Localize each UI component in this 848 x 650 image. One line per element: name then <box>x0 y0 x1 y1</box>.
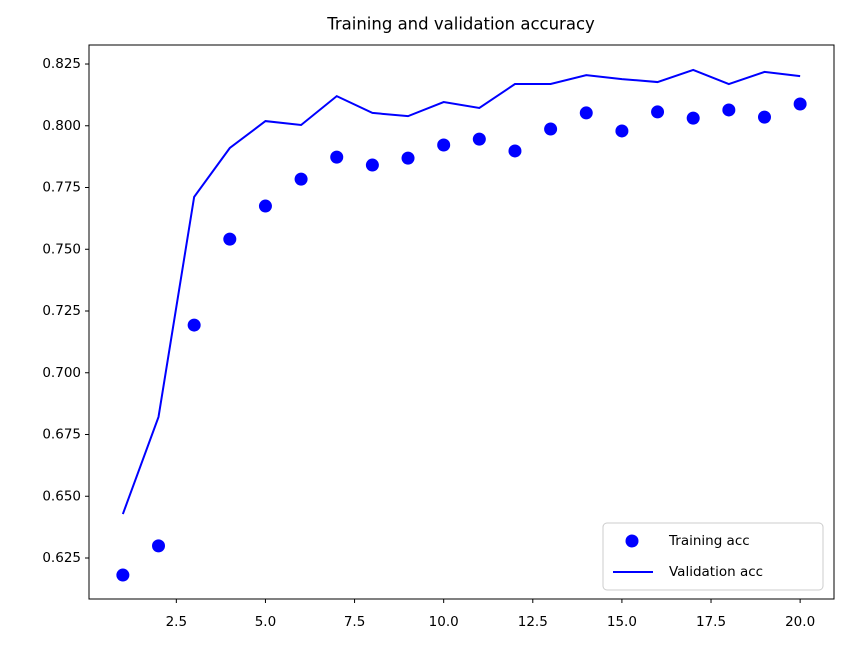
x-tick-label: 17.5 <box>696 614 726 630</box>
y-tick-label: 0.750 <box>42 241 81 257</box>
data-point <box>401 151 415 165</box>
data-point <box>579 106 593 120</box>
legend-marker <box>625 534 639 548</box>
x-tick-label: 20.0 <box>785 614 815 630</box>
data-point <box>615 124 629 138</box>
x-tick-label: 15.0 <box>607 614 637 630</box>
data-point <box>365 158 379 172</box>
y-tick-label: 0.775 <box>42 180 81 196</box>
y-tick-label: 0.800 <box>42 118 81 134</box>
data-point <box>294 172 308 186</box>
legend-frame <box>602 522 824 591</box>
x-tick-label: 5.0 <box>255 614 276 630</box>
x-tick-label: 10.0 <box>429 614 459 630</box>
data-point <box>152 539 166 553</box>
data-point <box>258 199 272 213</box>
data-point <box>544 122 558 136</box>
x-tick-label: 7.5 <box>344 614 365 630</box>
x-tick-label: 2.5 <box>166 614 187 630</box>
legend-label: Training acc <box>668 533 750 549</box>
data-point <box>187 318 201 332</box>
data-point <box>722 103 736 117</box>
data-point <box>793 97 807 111</box>
data-point <box>330 150 344 164</box>
data-point <box>116 568 130 582</box>
data-point <box>472 132 486 146</box>
y-tick-label: 0.825 <box>42 56 81 72</box>
y-tick-label: 0.675 <box>42 427 81 443</box>
data-point <box>757 110 771 124</box>
y-tick-label: 0.625 <box>42 550 81 566</box>
y-tick-label: 0.725 <box>42 303 81 319</box>
data-line <box>121 68 801 515</box>
y-tick-label: 0.650 <box>42 488 81 504</box>
data-point <box>437 138 451 152</box>
data-point <box>223 232 237 246</box>
chart-title: Training and validation accuracy <box>326 15 595 34</box>
data-point <box>508 144 522 158</box>
data-point <box>686 111 700 125</box>
y-tick-label: 0.700 <box>42 365 81 381</box>
x-tick-label: 12.5 <box>518 614 548 630</box>
plot-frame <box>88 44 835 600</box>
legend-label: Validation acc <box>669 564 763 580</box>
data-point <box>651 105 665 119</box>
legend: Training acc Validation acc <box>602 522 824 591</box>
